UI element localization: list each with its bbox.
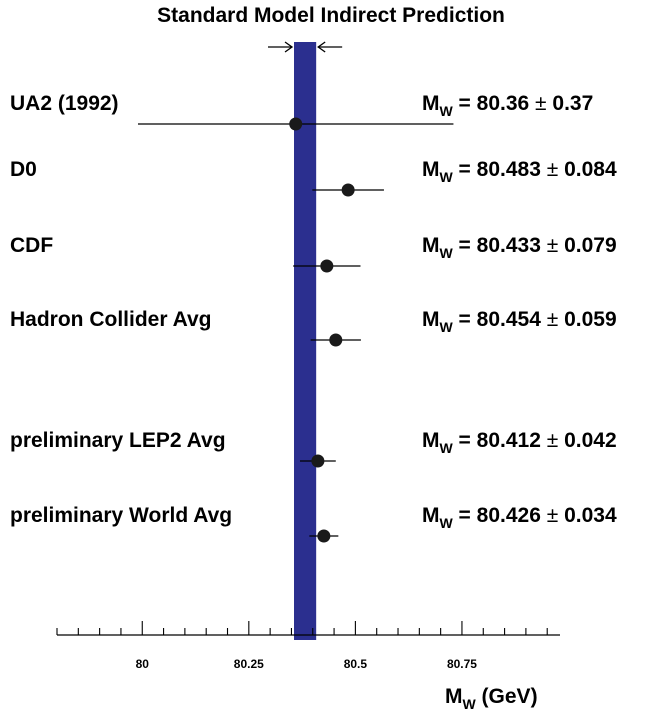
value-label: MW = 80.483 ± 0.084 (422, 158, 617, 185)
value-label-sub: W (440, 103, 454, 119)
x-axis: 80 80.25 80.5 80.75 MW (GeV) (56, 621, 560, 712)
value-label-m: M (422, 234, 440, 257)
value-label-pm: ± (541, 234, 564, 257)
value-label-eq: = (453, 308, 477, 331)
measurement-label: Hadron Collider Avg (10, 308, 211, 331)
value-label-eq: = (453, 504, 477, 527)
value-label-m: M (422, 308, 440, 331)
data-point (317, 529, 331, 543)
x-axis-label-unit: (GeV) (476, 685, 538, 708)
value-label-error: 0.079 (564, 234, 617, 257)
measurement-label: D0 (10, 158, 37, 181)
x-axis-label: MW (GeV) (445, 685, 538, 712)
band-arrow-left-icon (284, 41, 294, 53)
value-label-error: 0.042 (564, 429, 617, 452)
sm-prediction-band-layer (268, 41, 343, 640)
measurement-row: D0 MW = 80.483 ± 0.084 (10, 158, 617, 197)
value-label-eq: = (453, 234, 477, 257)
value-label: MW = 80.454 ± 0.059 (422, 308, 617, 335)
value-label-pm: ± (529, 92, 552, 115)
value-label-sub: W (440, 515, 454, 531)
chart-title: Standard Model Indirect Prediction (157, 4, 505, 27)
band-arrow-right-icon (317, 41, 326, 53)
value-label-value: 80.454 (477, 308, 542, 331)
value-label-m: M (422, 92, 440, 115)
value-label-value: 80.36 (477, 92, 530, 115)
value-label-m: M (422, 429, 440, 452)
measurement-row: Hadron Collider Avg MW = 80.454 ± 0.059 (10, 308, 617, 347)
x-axis-label-m: M (445, 685, 463, 708)
value-label-pm: ± (541, 158, 564, 181)
measurement-row: preliminary LEP2 Avg MW = 80.412 ± 0.042 (10, 429, 617, 468)
sm-prediction-band (294, 42, 317, 640)
value-label-value: 80.433 (477, 234, 541, 257)
data-point (341, 183, 355, 197)
data-point (289, 117, 303, 131)
x-axis-label-sub: W (463, 696, 477, 712)
value-label-value: 80.426 (477, 504, 541, 527)
measurement-label: preliminary LEP2 Avg (10, 429, 226, 452)
x-tick-label: 80 (136, 657, 150, 671)
value-label-pm: ± (541, 308, 564, 331)
value-label-sub: W (440, 245, 454, 261)
measurement-row: UA2 (1992) MW = 80.36 ± 0.37 (10, 92, 593, 131)
measurement-label: CDF (10, 234, 53, 257)
value-label-pm: ± (541, 429, 564, 452)
value-label: MW = 80.426 ± 0.034 (422, 504, 617, 531)
value-label-pm: ± (541, 504, 564, 527)
x-tick-label: 80.75 (447, 657, 477, 671)
value-label-m: M (422, 158, 440, 181)
measurement-label: UA2 (1992) (10, 92, 119, 115)
value-label-sub: W (440, 169, 454, 185)
x-tick-label: 80.5 (344, 657, 368, 671)
value-label-value: 80.483 (477, 158, 541, 181)
measurement-row: CDF MW = 80.433 ± 0.079 (10, 234, 617, 273)
measurement-label: preliminary World Avg (10, 504, 232, 527)
data-point (329, 333, 343, 347)
measurement-row: preliminary World Avg MW = 80.426 ± 0.034 (10, 504, 617, 543)
value-label-value: 80.412 (477, 429, 541, 452)
value-label: MW = 80.412 ± 0.042 (422, 429, 617, 456)
value-label-error: 0.034 (564, 504, 617, 527)
value-label: MW = 80.433 ± 0.079 (422, 234, 617, 261)
value-label-m: M (422, 504, 440, 527)
data-point (311, 454, 325, 468)
value-label-error: 0.084 (564, 158, 617, 181)
x-tick-label: 80.25 (234, 657, 264, 671)
value-label-eq: = (453, 92, 477, 115)
value-label-sub: W (440, 319, 454, 335)
value-label-sub: W (440, 440, 454, 456)
value-label-eq: = (453, 429, 477, 452)
value-label-error: 0.059 (564, 308, 617, 331)
value-label: MW = 80.36 ± 0.37 (422, 92, 593, 119)
data-point (320, 259, 334, 273)
value-label-error: 0.37 (552, 92, 593, 115)
value-label-eq: = (453, 158, 477, 181)
